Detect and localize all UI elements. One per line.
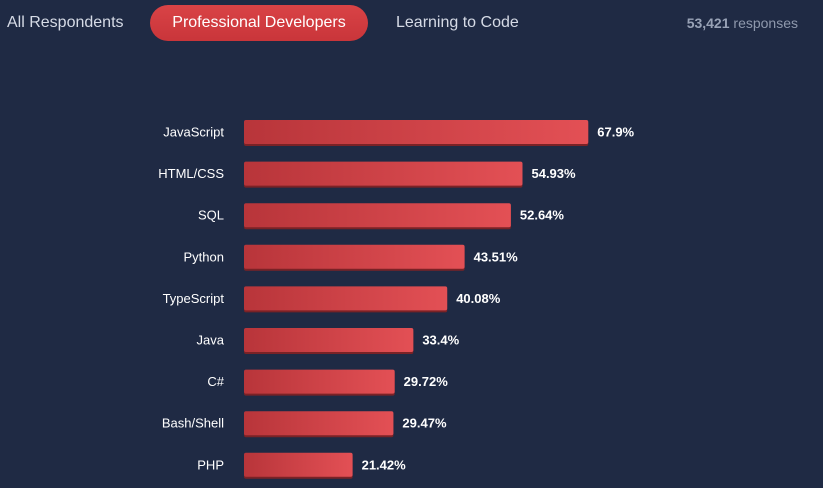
bar[interactable] (244, 328, 414, 352)
bar[interactable] (244, 244, 465, 269)
bar[interactable] (244, 411, 394, 436)
value-label: 33.4% (422, 333, 459, 348)
bar[interactable] (244, 286, 448, 311)
category-label: HTML/CSS (158, 166, 224, 181)
value-label: 43.51% (474, 249, 519, 264)
category-label: TypeScript (163, 291, 225, 306)
value-label: 40.08% (456, 291, 501, 306)
tab-learning-to-code[interactable]: Learning to Code (396, 14, 519, 31)
category-label: Java (197, 333, 225, 348)
tab-all-respondents[interactable]: All Respondents (7, 14, 124, 31)
value-label: 67.9% (597, 125, 634, 140)
bar[interactable] (244, 120, 589, 144)
category-label: SQL (198, 208, 224, 223)
category-label: Python (184, 249, 224, 264)
bar[interactable] (244, 452, 353, 477)
respondent-tabs: All Respondents Professional Developers … (0, 5, 823, 41)
category-label: C# (207, 374, 224, 389)
value-label: 29.47% (402, 416, 447, 431)
value-label: 52.64% (520, 208, 565, 223)
value-label: 54.93% (531, 166, 576, 181)
bar[interactable] (244, 369, 395, 394)
category-label: JavaScript (163, 125, 224, 140)
response-count: 53,421 responses (687, 5, 798, 41)
category-label: PHP (197, 457, 224, 472)
bar[interactable] (244, 203, 511, 228)
response-count-number: 53,421 (686, 15, 730, 31)
tab-professional-developers[interactable]: Professional Developers (150, 5, 368, 41)
category-label: Bash/Shell (162, 416, 224, 431)
response-count-label: responses (733, 15, 798, 31)
value-label: 21.42% (362, 457, 407, 472)
bar[interactable] (244, 161, 523, 186)
value-label: 29.72% (404, 374, 449, 389)
